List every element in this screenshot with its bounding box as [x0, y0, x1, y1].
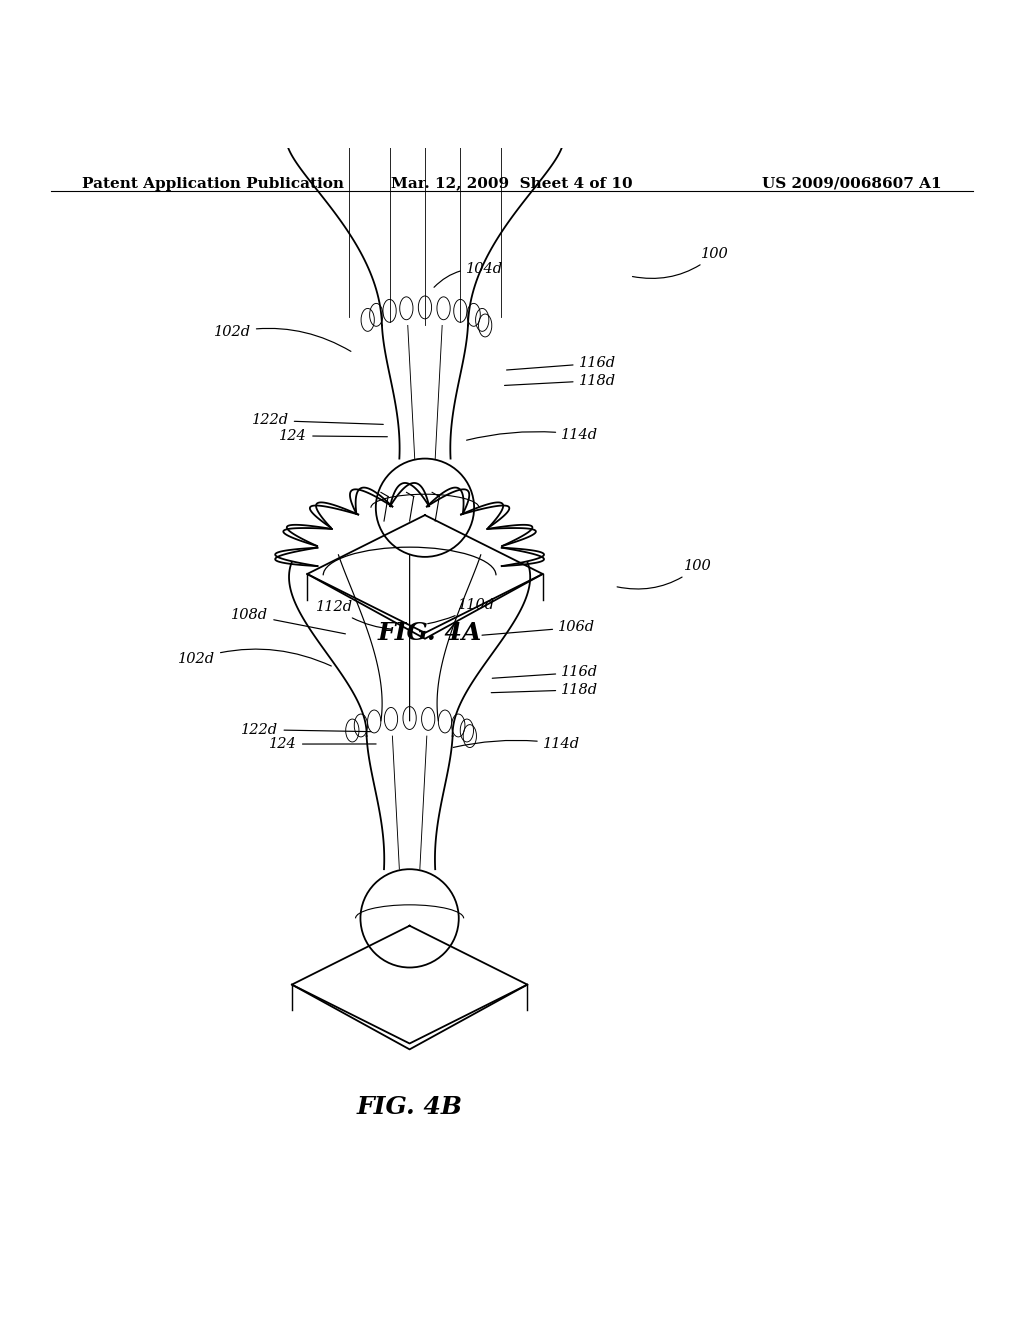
Text: 114d: 114d	[467, 428, 598, 442]
Text: Mar. 12, 2009  Sheet 4 of 10: Mar. 12, 2009 Sheet 4 of 10	[391, 177, 633, 190]
Text: FIG. 4B: FIG. 4B	[356, 1096, 463, 1119]
Text: 102d: 102d	[214, 326, 351, 351]
Text: 114d: 114d	[454, 737, 580, 751]
Text: 118d: 118d	[505, 374, 615, 388]
Text: 100: 100	[617, 558, 712, 589]
Text: 122d: 122d	[252, 413, 383, 428]
Text: 112d: 112d	[316, 599, 391, 630]
Text: Patent Application Publication: Patent Application Publication	[82, 177, 344, 190]
Text: 124: 124	[280, 429, 387, 442]
Text: US 2009/0068607 A1: US 2009/0068607 A1	[763, 177, 942, 190]
Text: 110d: 110d	[428, 598, 495, 623]
Text: 122d: 122d	[242, 723, 371, 737]
Text: 116d: 116d	[493, 665, 598, 680]
Text: 118d: 118d	[492, 682, 598, 697]
Text: 102d: 102d	[178, 649, 332, 667]
Text: 116d: 116d	[507, 356, 615, 370]
Text: 124: 124	[269, 737, 376, 751]
Text: 106d: 106d	[482, 620, 595, 635]
Text: 108d: 108d	[231, 609, 345, 634]
Text: 100: 100	[633, 247, 729, 279]
Text: FIG. 4A: FIG. 4A	[378, 622, 482, 645]
Text: 104d: 104d	[434, 261, 503, 288]
